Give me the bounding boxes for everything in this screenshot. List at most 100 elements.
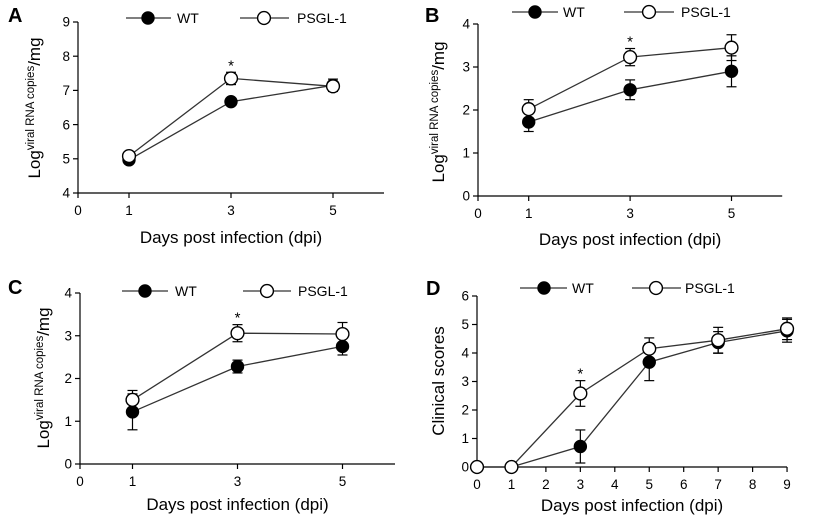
panel-b-legend-psgl-1-marker <box>641 4 657 20</box>
panel-d-xtick-label-0: 0 <box>473 477 481 492</box>
panel-c-series-wt-point-day-3 <box>230 359 245 374</box>
panel-b-series-wt-point-day-3 <box>623 83 637 97</box>
panel-d-xtick-label-3: 3 <box>577 477 585 492</box>
panel-a-xtick-label-3: 3 <box>227 203 235 218</box>
panel-b: B 0 1 2 3 4 0 1 3 5 Days post infection (dpi) Logvi… <box>425 4 783 249</box>
panel-d-series-psgl-1-point-day-9 <box>779 321 795 336</box>
panel-d-series-psgl-1-point-day-7 <box>711 333 726 348</box>
panel-a-series-psgl-1-point-day-5 <box>325 79 341 94</box>
panel-d-xtick-label-9: 9 <box>783 477 791 492</box>
panel-b-ytick-label-0: 0 <box>462 189 470 204</box>
panel-a-legend-wt: WT <box>126 10 199 26</box>
panel-c-legend-psgl-1-marker <box>259 283 275 299</box>
panel-b-y-title-base: Log <box>429 154 448 182</box>
panel-c-series-wt-point-day-5 <box>335 339 350 354</box>
panel-d-xtick-label-7: 7 <box>714 477 722 492</box>
panel-d-ytick-label-2: 2 <box>461 403 469 418</box>
panel-b-y-title: Logviral RNA copies/mg <box>429 41 448 182</box>
panel-c-series-psgl-1-point-day-3 <box>230 326 245 341</box>
panel-b-xtick-label-1: 1 <box>525 206 533 221</box>
panel-a-xtick-label-5: 5 <box>329 203 337 218</box>
panel-d-ytick-label-6: 6 <box>461 289 469 304</box>
panel-d-ytick-label-5: 5 <box>461 317 469 332</box>
panel-b-ytick-label-4: 4 <box>462 17 470 32</box>
panel-b-y-title-suffix: /mg <box>429 41 448 69</box>
panel-c-y-title: Logviral RNA copies/mg <box>34 307 53 448</box>
panel-c-xtick-label-0: 0 <box>76 474 84 489</box>
panel-a-x-title: Days post infection (dpi) <box>140 228 322 247</box>
panel-c-significance-asterisk: * <box>235 310 241 327</box>
panel-d-xtick-label-5: 5 <box>645 477 653 492</box>
panel-b-xtick-label-0: 0 <box>474 206 482 221</box>
panel-d-letter: D <box>426 278 440 300</box>
panel-d-ytick-label-1: 1 <box>461 431 469 446</box>
panel-b-ytick-label-3: 3 <box>462 60 470 75</box>
panel-a-ytick-label-4: 4 <box>62 186 70 201</box>
panel-a-ytick-label-6: 6 <box>62 117 70 132</box>
panel-b-x-title: Days post infection (dpi) <box>539 230 721 249</box>
panel-b-legend-psgl-1-text: PSGL-1 <box>681 4 731 20</box>
panel-c-ytick-label-3: 3 <box>64 328 72 343</box>
panel-d-xtick-label-8: 8 <box>749 477 757 492</box>
panel-a-series-wt-point-day-3 <box>224 94 238 109</box>
panel-c-y-title-suffix: /mg <box>34 307 53 335</box>
panel-d-x-title: Days post infection (dpi) <box>541 496 723 515</box>
panel-c-x-title: Days post infection (dpi) <box>146 495 328 514</box>
panel-d-y-title-base: Clinical scores <box>429 326 448 436</box>
panel-c-legend-psgl-1: PSGL-1 <box>243 283 348 299</box>
panel-d-series-psgl-1-point-day-1 <box>504 459 519 475</box>
panel-b-xtick-label-5: 5 <box>728 206 736 221</box>
panel-d-series-psgl-1-point-day-3 <box>573 386 588 401</box>
panel-d: D 0 1 2 3 4 5 6 0 1 2 3 4 5 6 7 8 9 Days post infection (d… <box>426 278 795 515</box>
panel-b-letter: B <box>425 5 439 27</box>
panel-d-legend-psgl-1: PSGL-1 <box>632 280 735 296</box>
panel-c-ytick-label-1: 1 <box>64 414 72 429</box>
panel-d-ytick-label-3: 3 <box>461 374 469 389</box>
panel-d-ytick-label-0: 0 <box>461 460 469 475</box>
panel-d-legend-psgl-1-marker <box>648 280 664 296</box>
panel-c-y-title-base: Log <box>34 420 53 448</box>
panel-b-series-psgl-1-point-day-1 <box>521 102 536 117</box>
panel-c-legend-psgl-1-text: PSGL-1 <box>298 283 348 299</box>
panel-c-series-psgl-1-point-day-5 <box>335 326 350 342</box>
panel-d-series-wt-point-day-3 <box>573 439 588 454</box>
panel-d-y-title: Clinical scores <box>429 326 448 436</box>
panel-c-legend-wt-text: WT <box>175 283 197 299</box>
panel-d-series-psgl-1-point-day-0 <box>469 459 485 475</box>
panel-d-ytick-label-4: 4 <box>461 346 469 361</box>
panel-d-legend-wt: WT <box>520 280 594 296</box>
panel-c-ytick-label-0: 0 <box>64 457 72 472</box>
panel-b-ytick-label-1: 1 <box>462 146 470 161</box>
panel-c-legend-wt-marker <box>138 284 152 298</box>
panel-a-y-title: Logviral RNA copies/mg <box>25 37 44 178</box>
panel-a-y-title-suffix: /mg <box>25 37 44 65</box>
panel-c-xtick-label-3: 3 <box>234 474 242 489</box>
panel-d-series-wt-point-day-5 <box>642 355 656 369</box>
panel-b-legend-wt: WT <box>512 4 585 20</box>
panel-c: C 0 1 2 3 4 0 1 3 5 Days post infection (dpi) Logvi… <box>8 277 395 514</box>
panel-b-series-wt-point-day-5 <box>724 64 739 79</box>
panel-c-ytick-label-2: 2 <box>64 371 72 386</box>
panel-a-xtick-label-0: 0 <box>74 203 82 218</box>
panel-a-series-psgl-1-point-day-3 <box>223 71 239 86</box>
panel-a-ytick-label-5: 5 <box>62 152 70 167</box>
panel-a-y-title-superscript: viral RNA copies <box>25 66 37 151</box>
panel-b-series-psgl-1-point-day-3 <box>622 50 638 65</box>
panel-c-series-wt-point-day-1 <box>125 405 140 419</box>
panel-b-legend-psgl-1: PSGL-1 <box>624 4 731 20</box>
panel-a: A 4 5 6 7 8 9 0 1 3 5 Days post infection (dpi) Logv… <box>8 5 384 247</box>
panel-b-ytick-label-2: 2 <box>462 103 470 118</box>
panel-a-significance-asterisk: * <box>228 57 234 74</box>
panel-d-xtick-label-1: 1 <box>508 477 516 492</box>
panel-a-ytick-label-7: 7 <box>62 83 70 98</box>
panel-c-letter: C <box>8 277 22 299</box>
panel-c-series-psgl-1-point-day-1 <box>125 392 140 407</box>
panel-d-xtick-label-6: 6 <box>680 477 688 492</box>
panel-d-xtick-label-4: 4 <box>611 477 619 492</box>
panel-c-xtick-label-1: 1 <box>129 474 137 489</box>
panel-a-xtick-label-1: 1 <box>125 203 133 218</box>
panel-a-legend-wt-marker <box>141 11 155 25</box>
panel-a-legend-psgl-1-marker <box>256 10 272 26</box>
